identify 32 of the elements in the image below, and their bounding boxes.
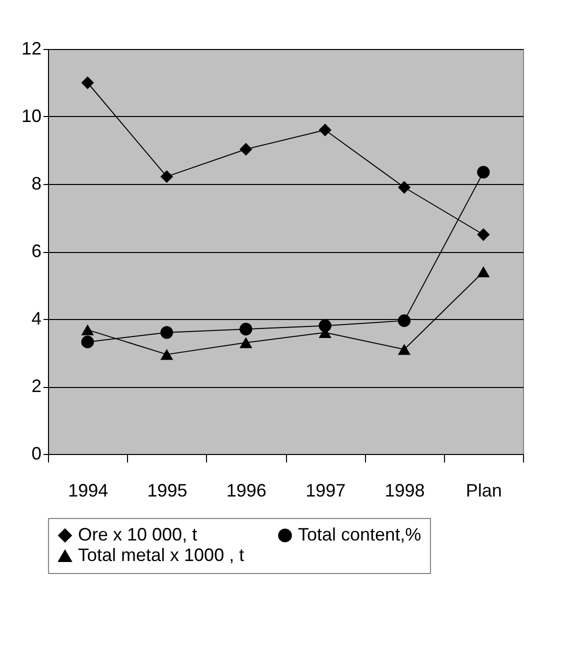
y-tick-label: 12: [21, 38, 42, 58]
y-tick-label: 2: [31, 376, 42, 396]
point: [160, 326, 174, 339]
point: [160, 348, 174, 360]
x-tick-label: 1996: [226, 480, 266, 500]
point: [398, 181, 411, 194]
point: [240, 337, 252, 348]
point: [477, 228, 490, 241]
x-tick-label: Plan: [466, 480, 502, 500]
x-tick-label: 1995: [147, 480, 188, 500]
point: [398, 344, 411, 355]
point: [81, 336, 94, 348]
point: [477, 166, 490, 178]
point: [81, 324, 94, 336]
y-tick-label: 0: [31, 444, 42, 464]
point: [398, 314, 411, 327]
legend-label: Ore x 10 000, t: [78, 524, 198, 544]
x-tick-label: 1997: [306, 480, 346, 500]
x-tick-label: 1994: [68, 480, 108, 500]
point: [477, 266, 490, 278]
y-tick-label: 6: [31, 241, 42, 261]
point: [160, 170, 174, 183]
point: [240, 142, 252, 156]
point: [318, 124, 332, 136]
legend-label: Total content,%: [298, 524, 422, 544]
point: [81, 76, 94, 90]
point: [240, 322, 252, 336]
y-tick-label: 4: [31, 308, 42, 328]
x-tick-label: 1998: [384, 480, 425, 500]
y-tick-label: 10: [21, 106, 42, 126]
y-tick-label: 8: [31, 174, 42, 194]
legend-label: Total metal x 1000 , t: [78, 545, 244, 565]
